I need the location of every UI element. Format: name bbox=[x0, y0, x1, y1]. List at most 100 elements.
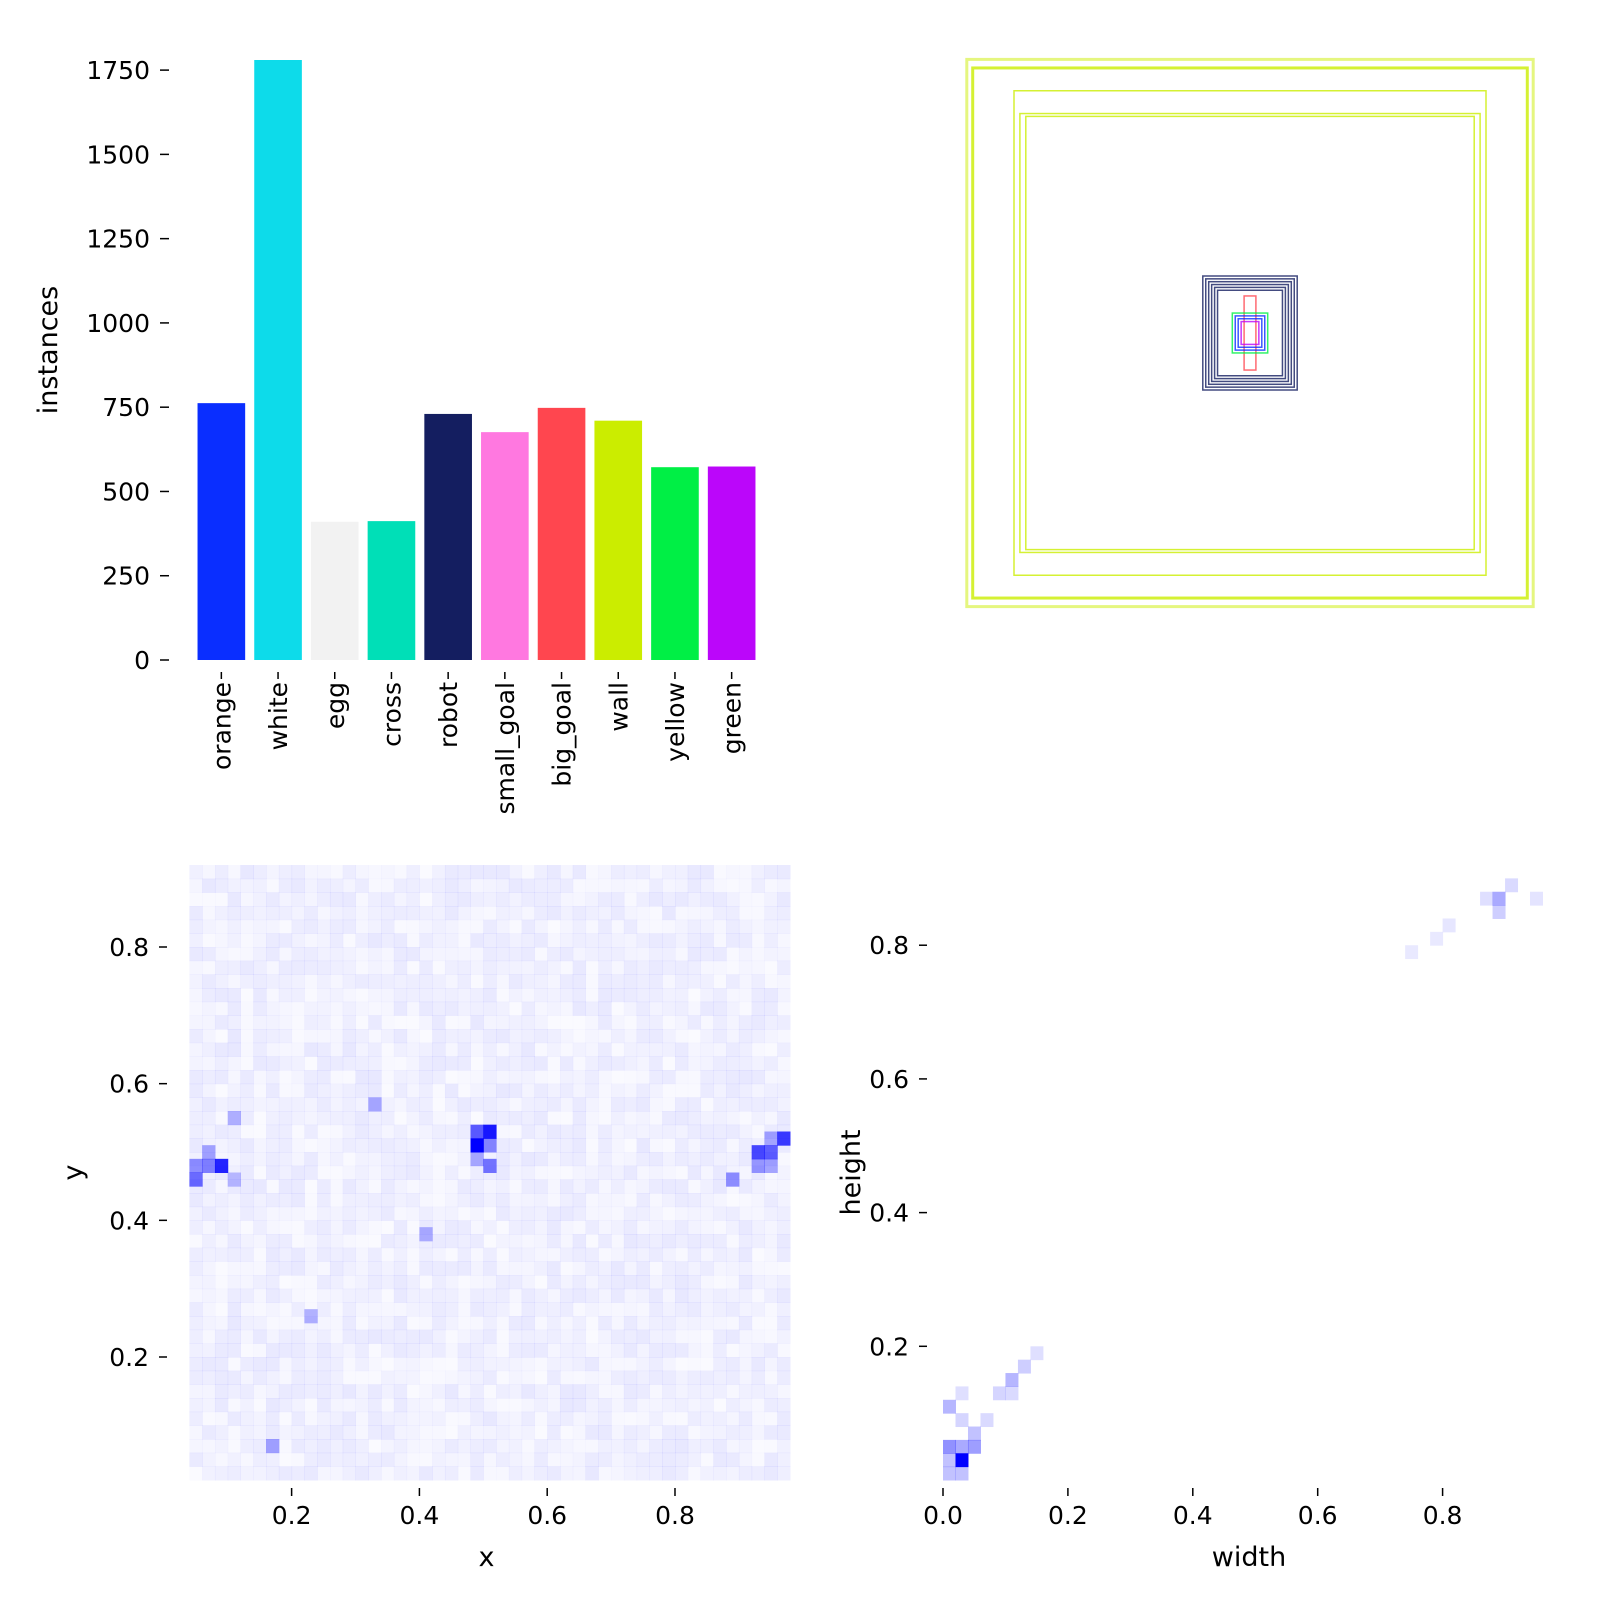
heat-cell bbox=[713, 1425, 727, 1440]
heat-cell bbox=[726, 1384, 739, 1398]
heat-cell bbox=[278, 988, 293, 1003]
label-box bbox=[1240, 320, 1260, 346]
heat-cell bbox=[457, 1111, 472, 1126]
heat-cell bbox=[407, 1179, 420, 1193]
heat-cell bbox=[381, 1302, 394, 1316]
heat-cell bbox=[343, 1371, 356, 1385]
heat-cell bbox=[674, 1288, 689, 1303]
x-tick-label: 0.6 bbox=[527, 1501, 567, 1530]
heat-cell bbox=[189, 1002, 202, 1016]
heat-cell bbox=[738, 1288, 753, 1303]
heat-cell bbox=[470, 1439, 484, 1454]
heat-cell bbox=[547, 1029, 561, 1044]
heat-cell bbox=[636, 1439, 650, 1454]
heat-cell bbox=[509, 1261, 522, 1275]
heat-cell bbox=[662, 1466, 676, 1481]
heat-cell bbox=[496, 892, 510, 907]
heat-cell bbox=[381, 1165, 395, 1180]
y-tick-label: 1500 bbox=[86, 140, 150, 169]
heat-cell bbox=[393, 1398, 408, 1413]
heat-cell bbox=[559, 947, 574, 962]
heat-cell bbox=[611, 906, 625, 921]
heat-cell bbox=[534, 892, 548, 907]
heat-cell bbox=[381, 1357, 394, 1371]
heat-cell bbox=[304, 1111, 318, 1126]
heat-cell bbox=[483, 1425, 497, 1440]
heat-cell bbox=[508, 1165, 523, 1180]
heat-cell bbox=[739, 906, 752, 920]
heat-cell bbox=[202, 1261, 216, 1276]
heat-cell bbox=[329, 1234, 344, 1249]
heat-cell bbox=[471, 1043, 484, 1057]
heat-cell bbox=[752, 1453, 765, 1467]
heat-cell bbox=[228, 1398, 241, 1412]
heat-cell bbox=[764, 1412, 777, 1426]
heat-cell bbox=[547, 1425, 561, 1440]
heat-cell bbox=[649, 1329, 663, 1344]
heat-cell bbox=[559, 1357, 574, 1372]
heat-cell bbox=[432, 1384, 446, 1399]
heat-cell bbox=[586, 1207, 599, 1221]
heat-cell bbox=[967, 1426, 981, 1441]
heat-cell bbox=[534, 1398, 548, 1413]
heat-cell bbox=[342, 1138, 357, 1153]
heat-cell bbox=[496, 1425, 510, 1440]
heat-cell bbox=[586, 1029, 599, 1043]
heat-cell bbox=[547, 1302, 561, 1317]
heat-cell bbox=[266, 1220, 279, 1234]
heat-cell bbox=[598, 879, 611, 893]
heat-cell bbox=[419, 1398, 433, 1413]
heat-cell bbox=[445, 1343, 458, 1357]
heat-cell bbox=[394, 1207, 407, 1221]
heat-cell bbox=[572, 1316, 587, 1331]
heat-cell bbox=[445, 1179, 458, 1193]
label-box bbox=[1243, 295, 1257, 371]
heat-cell bbox=[649, 1083, 663, 1098]
y-tick-label: 0.6 bbox=[109, 1070, 149, 1099]
heat-cell bbox=[304, 1042, 318, 1057]
heat-cell bbox=[214, 878, 229, 893]
heat-cell bbox=[253, 1138, 267, 1153]
heat-cell bbox=[713, 865, 726, 879]
heat-cell bbox=[381, 933, 395, 948]
heat-cell bbox=[636, 1425, 650, 1440]
heat-cell bbox=[700, 1193, 714, 1208]
heat-cell bbox=[559, 1083, 574, 1098]
heat-cell bbox=[598, 1329, 612, 1344]
heat-cell bbox=[738, 1234, 753, 1249]
heat-cell bbox=[419, 1152, 432, 1166]
heat-cell bbox=[214, 1193, 229, 1208]
label-box bbox=[1234, 315, 1266, 351]
heat-cell bbox=[419, 960, 433, 975]
heat-cell bbox=[726, 1288, 740, 1303]
heat-cell bbox=[278, 1261, 293, 1276]
heat-cell bbox=[253, 933, 267, 948]
heat-cell bbox=[598, 1001, 612, 1016]
heat-cell bbox=[547, 1329, 561, 1344]
heat-cell bbox=[240, 1357, 254, 1372]
heat-cell bbox=[228, 1070, 241, 1084]
heat-cell bbox=[304, 1234, 317, 1248]
heat-cell bbox=[342, 960, 357, 975]
heat-cell bbox=[214, 1158, 229, 1173]
heat-cell bbox=[662, 933, 676, 948]
heat-cell bbox=[713, 1001, 727, 1016]
heat-cell bbox=[496, 1343, 509, 1357]
heat-cell bbox=[726, 1138, 739, 1152]
heat-cell bbox=[253, 1439, 267, 1454]
heat-cell bbox=[406, 1193, 420, 1208]
heat-cell bbox=[713, 1466, 727, 1481]
heat-cell bbox=[713, 1302, 727, 1317]
heat-cell bbox=[547, 988, 561, 1003]
heat-cell bbox=[240, 1152, 254, 1167]
heat-cell bbox=[189, 1206, 203, 1221]
heat-cell bbox=[202, 1111, 216, 1126]
heat-cell bbox=[675, 1248, 688, 1262]
heat-cell bbox=[713, 1261, 727, 1276]
heat-cell bbox=[329, 1152, 344, 1167]
heat-cell bbox=[508, 1425, 523, 1440]
heat-cell bbox=[624, 879, 637, 893]
heat-cell bbox=[701, 961, 714, 975]
heat-cell bbox=[381, 1398, 394, 1412]
y-axis-label: height bbox=[836, 1129, 867, 1215]
